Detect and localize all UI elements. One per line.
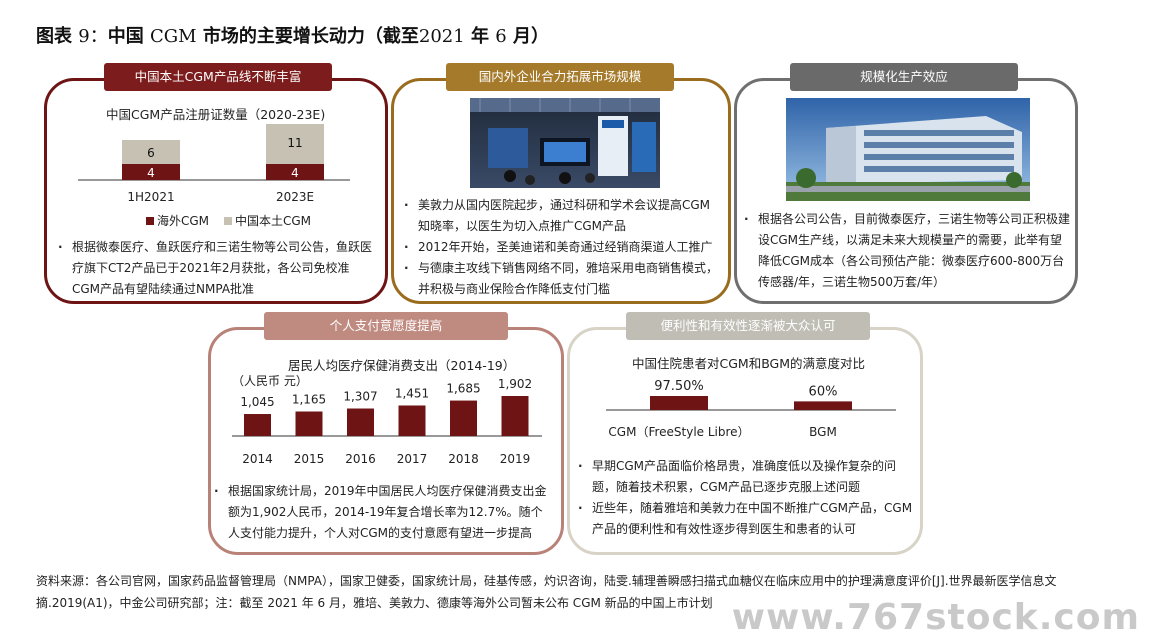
chart2-value-label: 1,045	[240, 395, 274, 409]
chart1-value-label: 4	[147, 166, 155, 180]
chart2-bar-2018	[450, 400, 477, 436]
card-scale-production-tag: 规模化生产效应	[790, 63, 1018, 91]
chart1-legend-overseas: 海外CGM	[157, 213, 209, 228]
chart1-bar-overseas-0	[122, 164, 180, 180]
card5-bullet-2: 近些年，随着雅培和美敦力在中国不断推广CGM产品，CGM产品的便利性和有效性逐步…	[578, 498, 914, 540]
page-title: 图表 9：中国 CGM 市场的主要增长动力（截至2021 年 6 月）	[36, 26, 549, 47]
chart2-bar-2016	[347, 408, 374, 436]
chart2-category-label: 2014	[242, 452, 273, 466]
chart3-category-label: BGM	[809, 425, 837, 439]
chart1-legend-swatch-overseas	[146, 217, 154, 225]
chart3-title: 中国住院患者对CGM和BGM的满意度对比	[632, 356, 866, 371]
card-local-products-tag: 中国本土CGM产品线不断丰富	[104, 63, 332, 91]
chart1-legend-local: 中国本土CGM	[235, 213, 311, 228]
card2-bullet-2: 2012年开始，圣美迪诺和美奇通过经销商渠道人工推广	[404, 237, 722, 258]
chart2-value-label: 1,902	[498, 377, 532, 391]
card3-bullet: 根据各公司公告，目前微泰医疗，三诺生物等公司正积极建设CGM生产线，以满足未来大…	[744, 209, 1070, 293]
chart2-value-label: 1,451	[395, 386, 429, 400]
chart2-bar-2017	[398, 405, 426, 436]
chart1-title: 中国CGM产品注册证数量（2020-23E)	[106, 107, 326, 122]
chart1-registration-certificates: 4 6 1H2021 4 11 2023E 海外CGM 中国本土CGM	[78, 124, 350, 228]
chart1-legend-swatch-local	[224, 217, 232, 225]
chart3-bar-1	[794, 401, 852, 410]
card5-bullets: 早期CGM产品面临价格昂贵，准确度低以及操作复杂的问题，随着技术积累，CGM产品…	[578, 456, 914, 540]
exhibition-booth-image	[470, 98, 660, 188]
chart1-value-label: 6	[147, 146, 155, 160]
card2-bullet-1: 美敦力从国内医院起步，通过科研和学术会议提高CGM知晓率，以医生为切入点推广CG…	[404, 195, 722, 237]
card1-bullet: 根据微泰医疗、鱼跃医疗和三诺生物等公司公告，鱼跃医疗旗下CT2产品已于2021年…	[58, 237, 376, 300]
watermark: www.767stock.com	[731, 597, 1140, 638]
chart2-category-label: 2015	[294, 452, 325, 466]
chart2-bar-2014	[244, 414, 271, 436]
chart1-value-label: 4	[291, 166, 299, 180]
chart2-value-label: 1,307	[343, 390, 377, 404]
chart3-value-label: 97.50%	[654, 379, 704, 394]
chart2-health-spending: 1,045 2014 1,165 2015 1,307 2016 1,451 2017 1,68…	[232, 377, 542, 466]
chart2-value-label: 1,165	[292, 392, 326, 406]
chart2-bar-2019	[501, 396, 529, 436]
chart2-category-label: 2017	[397, 452, 428, 466]
chart2-bar-2015	[295, 411, 323, 436]
card-payment-willingness-tag: 个人支付意愿度提高	[264, 312, 508, 340]
card4-bullet: 根据国家统计局，2019年中国居民人均医疗保健消费支出金额为1,902人民币，2…	[214, 481, 554, 544]
source-note: 资料来源：各公司官网，国家药品监督管理局（NMPA），国家卫健委，国家统计局，硅…	[36, 574, 1057, 610]
chart2-category-label: 2018	[448, 452, 479, 466]
card-market-expansion-tag: 国内外企业合力拓展市场规模	[446, 63, 674, 91]
chart1-category-label: 1H2021	[127, 190, 174, 204]
chart2-category-label: 2019	[500, 452, 531, 466]
factory-building-image	[786, 98, 1030, 201]
card2-bullets: 美敦力从国内医院起步，通过科研和学术会议提高CGM知晓率，以医生为切入点推广CG…	[404, 195, 722, 300]
card5-bullet-1: 早期CGM产品面临价格昂贵，准确度低以及操作复杂的问题，随着技术积累，CGM产品…	[578, 456, 914, 498]
card2-bullet-3: 与德康主攻线下销售网络不同，雅培采用电商销售模式，并积极与商业保险合作降低支付门…	[404, 258, 722, 300]
chart1-bar-overseas-1	[266, 164, 324, 180]
chart2-unit: （人民币 元）	[232, 374, 308, 388]
chart3-category-label: CGM（FreeStyle Libre）	[608, 425, 749, 439]
chart2-category-label: 2016	[345, 452, 376, 466]
chart3-satisfaction: 97.50% CGM（FreeStyle Libre） 60% BGM	[606, 379, 896, 439]
chart1-bar-local-0	[122, 140, 180, 164]
chart1-bar-local-1	[266, 124, 324, 164]
card-convenience-recognition-tag: 便利性和有效性逐渐被大众认可	[626, 312, 870, 340]
chart2-title: 居民人均医疗保健消费支出（2014-19）	[288, 358, 516, 373]
chart2-value-label: 1,685	[446, 382, 480, 396]
chart1-category-label: 2023E	[276, 190, 314, 204]
chart3-value-label: 60%	[809, 384, 838, 399]
factory-photo	[786, 98, 1030, 201]
chart3-bar-0	[650, 396, 708, 410]
chart1-value-label: 11	[287, 136, 302, 150]
exhibition-photo	[470, 98, 660, 188]
